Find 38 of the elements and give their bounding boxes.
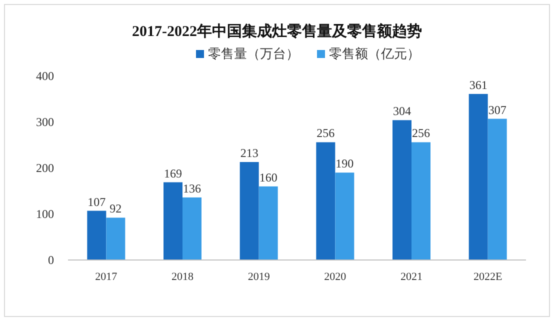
y-tick-label: 100 <box>36 207 54 221</box>
data-label: 107 <box>88 194 106 209</box>
chart-title: 2017-2022年中国集成灶零售量及零售额趋势 <box>132 22 422 40</box>
bar <box>392 120 412 260</box>
y-tick-label: 300 <box>36 115 54 129</box>
data-label: 190 <box>336 156 354 171</box>
x-tick-label: 2017 <box>95 271 118 283</box>
bar <box>106 218 126 260</box>
bar <box>258 186 278 260</box>
bar <box>488 118 507 260</box>
bar <box>87 210 106 260</box>
x-tick-label: 2020 <box>324 271 347 283</box>
data-label: 256 <box>316 126 335 140</box>
data-label: 213 <box>240 146 258 160</box>
data-label: 307 <box>488 102 506 117</box>
data-label: 361 <box>469 78 488 92</box>
bar <box>316 142 336 260</box>
legend-label: 零售额（亿元） <box>329 46 420 61</box>
y-tick-label: 200 <box>36 161 54 175</box>
y-tick-label: 400 <box>36 69 54 83</box>
x-tick-label: 2022E <box>473 271 502 283</box>
data-label: 160 <box>259 170 278 184</box>
bar <box>468 94 488 260</box>
bar <box>412 142 430 260</box>
x-tick-label: 2018 <box>172 271 194 283</box>
x-tick-label: 2019 <box>248 271 270 283</box>
data-label: 136 <box>183 181 201 196</box>
data-label: 256 <box>412 126 430 140</box>
bar <box>182 197 202 260</box>
data-label: 169 <box>164 166 182 180</box>
data-label: 92 <box>110 202 122 216</box>
bar <box>164 182 182 260</box>
x-tick-label: 2021 <box>400 271 422 283</box>
data-label: 304 <box>393 104 411 118</box>
bar <box>335 172 354 260</box>
bar <box>240 162 259 260</box>
legend-label: 零售量（万台） <box>208 46 299 61</box>
y-tick-label: 0 <box>48 253 54 267</box>
